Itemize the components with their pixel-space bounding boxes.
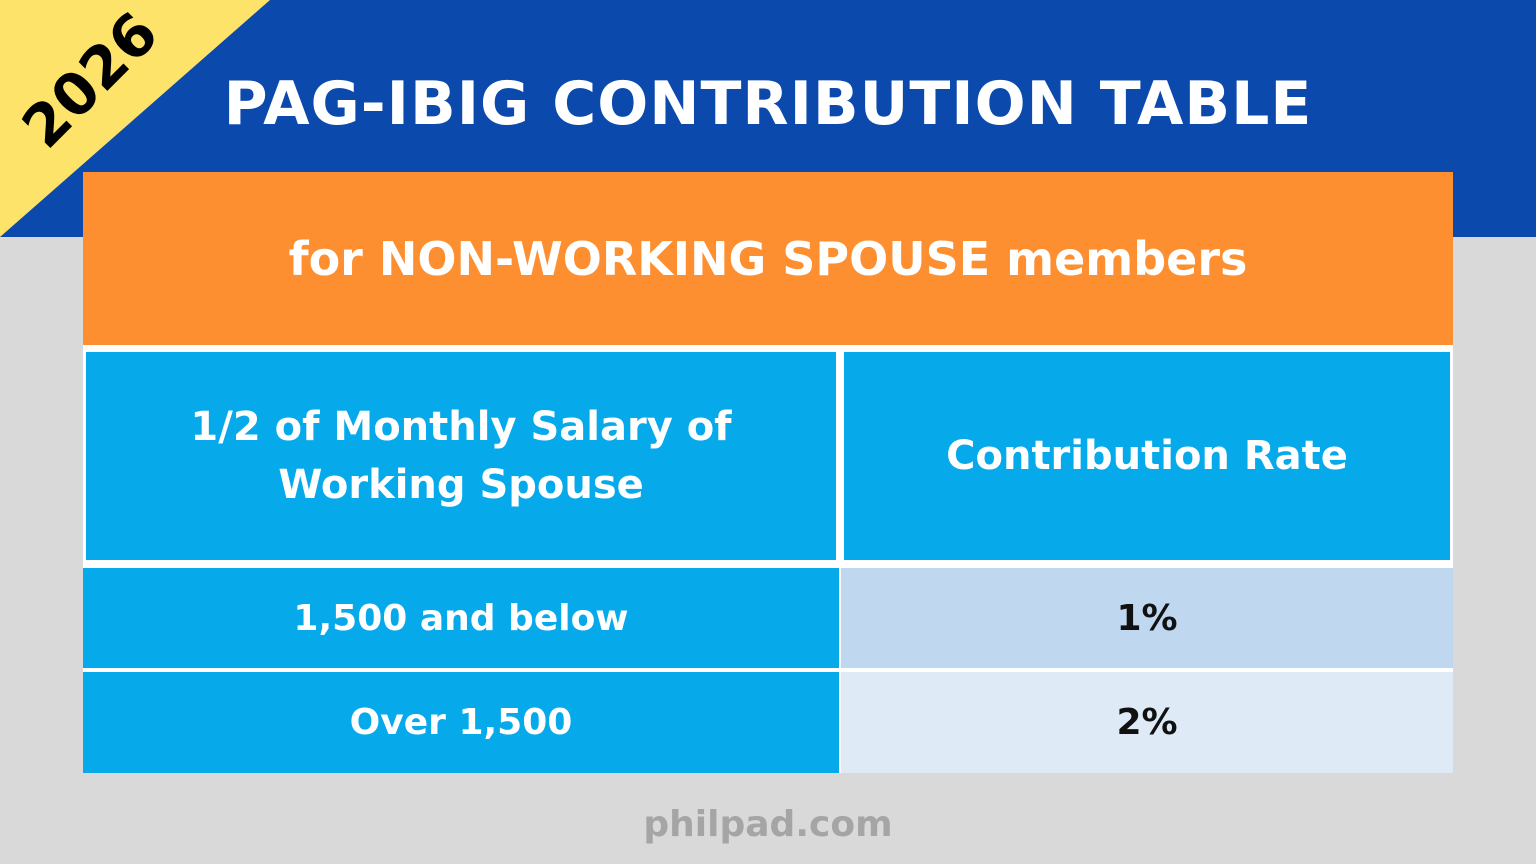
- row-2-rate: 2%: [841, 672, 1453, 773]
- row-1-salary: 1,500 and below: [83, 568, 839, 668]
- row-1-rate: 1%: [841, 568, 1453, 668]
- row-2-salary: Over 1,500: [83, 672, 839, 773]
- subtitle-bar: for NON-WORKING SPOUSE members: [83, 172, 1453, 345]
- contribution-table: for NON-WORKING SPOUSE members 1/2 of Mo…: [83, 172, 1453, 773]
- header-salary: 1/2 of Monthly Salary of Working Spouse: [86, 352, 836, 560]
- header-rate: Contribution Rate: [844, 352, 1450, 560]
- page-title: PAG-IBIG CONTRIBUTION TABLE: [223, 69, 1313, 139]
- footer-watermark: philpad.com: [643, 804, 893, 845]
- table-subtitle: for NON-WORKING SPOUSE members: [288, 231, 1248, 286]
